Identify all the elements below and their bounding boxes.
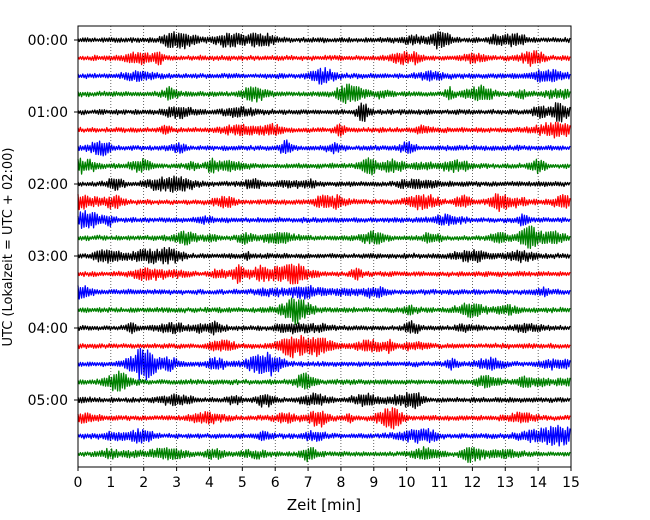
trace-0030 (77, 67, 571, 85)
trace-0300 (77, 246, 571, 265)
y-tick-label: 05:00 (28, 393, 68, 409)
x-tick-label: 14 (529, 475, 547, 491)
trace-0330 (77, 284, 571, 300)
trace-0400 (77, 320, 571, 336)
x-tick-label: 5 (238, 475, 247, 491)
x-tick-label: 11 (431, 475, 449, 491)
trace-0545 (77, 446, 571, 464)
trace-0430 (77, 347, 571, 381)
trace-0245 (77, 225, 571, 249)
trace-0500 (77, 391, 571, 410)
x-axis-label: Zeit [min] (287, 496, 361, 514)
x-tick-label: 3 (172, 475, 181, 491)
x-tick-label: 15 (562, 475, 580, 491)
plot-frame (77, 25, 572, 468)
trace-0130 (77, 139, 571, 157)
x-tick-label: 12 (463, 475, 481, 491)
x-tick-label: 2 (139, 475, 148, 491)
y-tick-label: 04:00 (28, 321, 68, 337)
y-tick-label: 00:00 (28, 33, 68, 49)
trace-0415 (77, 334, 571, 359)
trace-0145 (77, 157, 571, 176)
trace-0515 (77, 407, 571, 430)
y-tick-label: 03:00 (28, 249, 68, 265)
x-tick-label: 10 (398, 475, 416, 491)
x-tick-label: 4 (205, 475, 214, 491)
trace-0015 (77, 50, 571, 67)
trace-0215 (77, 193, 571, 213)
trace-0315 (77, 263, 571, 285)
y-axis-ticks: 00:00 01:00 02:00 03:00 04:00 05:00 (28, 33, 78, 409)
x-tick-label: 7 (304, 475, 313, 491)
x-tick-label: 0 (74, 475, 83, 491)
y-tick-label: 02:00 (28, 177, 68, 193)
trace-0230 (77, 210, 571, 229)
trace-0445 (77, 370, 571, 392)
x-tick-label: 8 (336, 475, 345, 491)
trace-0000 (77, 31, 571, 50)
trace-0200 (77, 175, 571, 193)
seismic-traces (77, 31, 571, 464)
trace-0100 (77, 102, 571, 123)
y-tick-label: 01:00 (28, 105, 68, 121)
trace-0345 (77, 297, 571, 326)
trace-0115 (77, 121, 571, 139)
x-tick-label: 1 (106, 475, 115, 491)
trace-0045 (77, 83, 571, 105)
x-axis-ticks: 0 1 2 3 4 5 6 7 8 9 10 11 12 13 14 15 (74, 467, 580, 491)
x-tick-label: 9 (369, 475, 378, 491)
x-tick-label: 13 (496, 475, 514, 491)
y-axis-label: UTC (Lokalzeit = UTC + 02:00) (1, 148, 16, 347)
trace-0530 (77, 424, 571, 447)
x-tick-label: 6 (271, 475, 280, 491)
